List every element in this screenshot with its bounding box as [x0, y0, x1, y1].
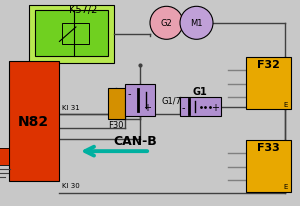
Text: G1/7: G1/7	[162, 96, 182, 105]
Bar	[108, 89, 124, 119]
Bar	[0, 148, 9, 165]
Text: KI 30: KI 30	[61, 183, 79, 188]
Bar	[28, 6, 114, 64]
Text: E: E	[284, 184, 288, 189]
Text: F32: F32	[257, 60, 280, 70]
Bar	[124, 84, 154, 116]
Bar	[0, 148, 9, 165]
Circle shape	[180, 7, 213, 40]
Bar	[34, 11, 108, 57]
Text: G2: G2	[160, 19, 172, 28]
Text: F30: F30	[109, 120, 124, 129]
Text: CAN-B: CAN-B	[113, 135, 157, 147]
Text: K57/2: K57/2	[69, 5, 98, 15]
Text: -: -	[182, 102, 185, 112]
Text: KI 31: KI 31	[61, 104, 79, 110]
Text: +: +	[211, 102, 219, 112]
Bar	[62, 24, 89, 44]
Bar	[246, 58, 291, 109]
Text: -: -	[128, 89, 131, 98]
Text: N82: N82	[18, 115, 49, 129]
Text: F33: F33	[257, 142, 280, 152]
Text: E: E	[284, 101, 288, 107]
Bar	[180, 98, 220, 116]
Text: M1: M1	[190, 19, 203, 28]
Text: G1: G1	[193, 87, 208, 97]
Bar	[246, 140, 291, 192]
Bar	[9, 62, 58, 181]
Circle shape	[150, 7, 183, 40]
Text: +: +	[143, 102, 152, 112]
